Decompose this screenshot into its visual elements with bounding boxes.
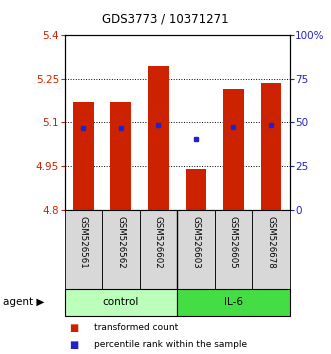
Bar: [73, 102, 94, 210]
Text: control: control: [103, 297, 139, 307]
Bar: [65, 289, 177, 316]
Bar: [260, 83, 281, 210]
Text: GSM526602: GSM526602: [154, 216, 163, 269]
Text: GSM526561: GSM526561: [79, 216, 88, 269]
Text: GSM526678: GSM526678: [266, 216, 275, 269]
Bar: [223, 89, 244, 210]
Bar: [214, 210, 252, 289]
Bar: [252, 210, 290, 289]
Text: percentile rank within the sample: percentile rank within the sample: [94, 340, 247, 349]
Text: GSM526603: GSM526603: [191, 216, 200, 269]
Text: GSM526605: GSM526605: [229, 216, 238, 269]
Text: IL-6: IL-6: [224, 297, 243, 307]
Text: transformed count: transformed count: [94, 323, 178, 332]
Text: ■: ■: [69, 340, 78, 350]
Bar: [177, 289, 290, 316]
Bar: [140, 210, 177, 289]
Bar: [65, 210, 102, 289]
Bar: [185, 170, 206, 210]
Text: ■: ■: [69, 323, 78, 333]
Bar: [148, 66, 168, 210]
Bar: [177, 210, 214, 289]
Text: GDS3773 / 10371271: GDS3773 / 10371271: [102, 12, 229, 25]
Bar: [102, 210, 140, 289]
Text: GSM526562: GSM526562: [116, 216, 125, 269]
Text: agent ▶: agent ▶: [3, 297, 45, 307]
Bar: [111, 102, 131, 210]
